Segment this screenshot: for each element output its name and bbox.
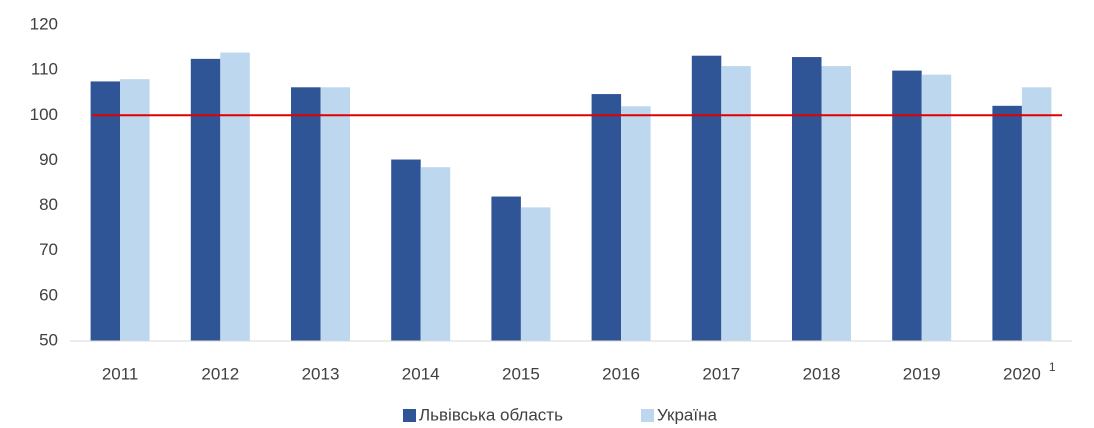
x-tick-label: 2019 bbox=[903, 364, 941, 383]
y-tick-label: 70 bbox=[39, 240, 58, 259]
legend-swatch bbox=[403, 409, 416, 422]
x-tick-label: 2012 bbox=[201, 364, 239, 383]
x-tick-label: 2016 bbox=[602, 364, 640, 383]
bar bbox=[1021, 87, 1052, 341]
bar bbox=[892, 70, 922, 341]
y-tick-label: 50 bbox=[39, 330, 58, 349]
y-tick-label: 110 bbox=[31, 60, 58, 79]
y-tick-label: 60 bbox=[39, 285, 58, 304]
bar bbox=[591, 94, 622, 341]
x-tick-label: 2018 bbox=[803, 364, 841, 383]
x-tick-label: 2011 bbox=[102, 364, 139, 383]
bar bbox=[921, 74, 952, 342]
x-tick-label: 2013 bbox=[302, 364, 340, 383]
footnote-mark: 1 bbox=[1049, 360, 1056, 374]
y-tick-label: 90 bbox=[39, 150, 58, 169]
bar bbox=[291, 87, 321, 341]
y-tick-label: 120 bbox=[30, 14, 58, 33]
x-tick-label: 2020 bbox=[1003, 364, 1041, 383]
bar bbox=[120, 79, 150, 342]
bar bbox=[821, 66, 851, 341]
bar bbox=[621, 106, 651, 341]
y-tick-label: 100 bbox=[30, 105, 58, 124]
bar bbox=[220, 52, 250, 342]
x-tick-label: 2015 bbox=[502, 364, 540, 383]
bar bbox=[190, 58, 221, 341]
legend-label: Львівська область bbox=[419, 405, 563, 424]
legend-swatch bbox=[641, 409, 654, 422]
bar bbox=[320, 87, 350, 341]
bar bbox=[691, 55, 722, 341]
bar bbox=[491, 196, 521, 341]
bar bbox=[992, 105, 1022, 341]
x-tick-label: 2017 bbox=[702, 364, 740, 383]
bar bbox=[90, 81, 121, 341]
y-tick-label: 80 bbox=[39, 195, 58, 214]
bar bbox=[420, 167, 451, 341]
bar bbox=[391, 159, 421, 341]
bar bbox=[721, 66, 751, 341]
x-tick-label: 2014 bbox=[402, 364, 440, 383]
legend-label: Україна bbox=[657, 405, 717, 424]
bar bbox=[792, 57, 822, 342]
bar bbox=[520, 207, 551, 341]
